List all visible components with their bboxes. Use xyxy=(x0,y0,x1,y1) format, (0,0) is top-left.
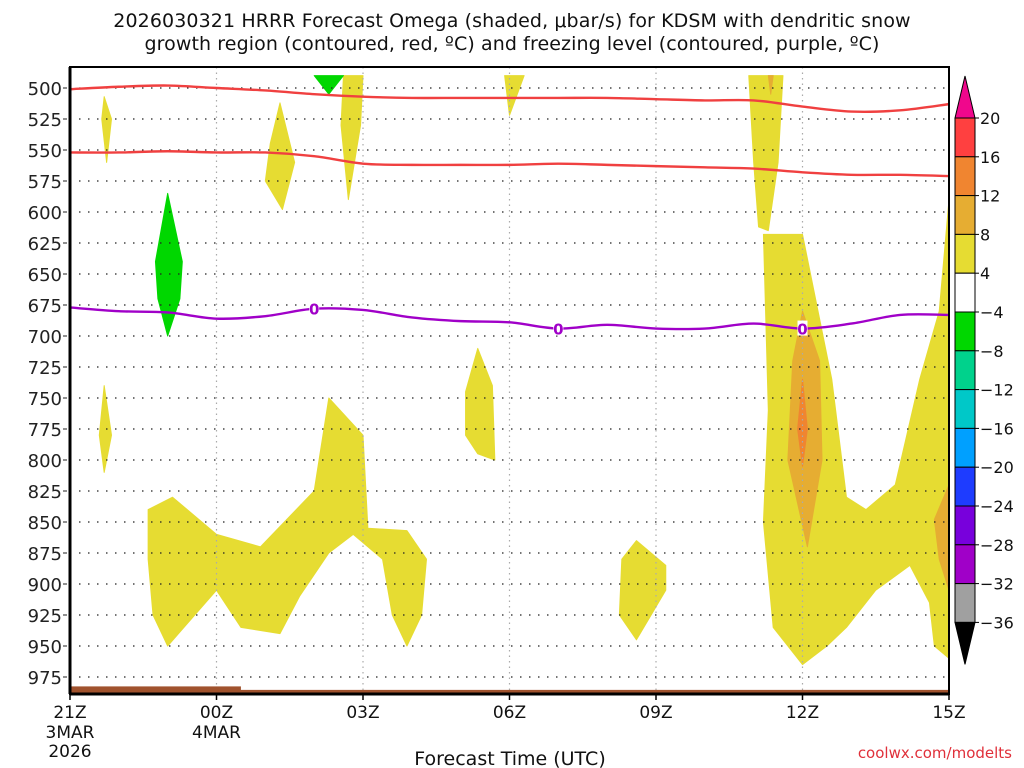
colorbar-level-label: 12 xyxy=(980,187,1000,206)
y-tick-label: 625 xyxy=(28,234,62,255)
y-tick-label: 950 xyxy=(28,637,62,658)
colorbar-swatch xyxy=(954,544,976,585)
colorbar-swatch xyxy=(954,117,976,158)
contour-label-bg xyxy=(553,320,564,336)
colorbar-level-label: −16 xyxy=(980,419,1014,438)
colorbar-swatch xyxy=(954,311,976,352)
terrain-step xyxy=(70,686,241,691)
colorbar-swatch xyxy=(954,466,976,507)
y-tick-label: 700 xyxy=(28,327,62,348)
y-tick-label: 525 xyxy=(28,110,62,131)
omega-region-8-12 xyxy=(933,484,949,591)
colorbar-swatch xyxy=(954,505,976,546)
omega-region-8-12 xyxy=(767,75,774,95)
colorbar-level-label: 16 xyxy=(980,148,1000,167)
omega-region-12-16 xyxy=(797,378,808,467)
colorbar-swatch xyxy=(954,233,976,274)
x-tick-date: 4MAR xyxy=(192,723,241,743)
x-tick-label: 21Z xyxy=(53,703,86,723)
colorbar-swatch xyxy=(954,195,976,235)
chart-title-line-2: growth region (contoured, red, ºC) and f… xyxy=(144,33,880,55)
y-tick-label: 500 xyxy=(28,79,62,100)
omega-region-4-8 xyxy=(504,75,525,116)
y-tick-label: 675 xyxy=(28,296,62,317)
chart-title-line-1: 2026030321 HRRR Forecast Omega (shaded, … xyxy=(113,10,911,32)
colorbar-level-label: −8 xyxy=(980,342,1004,361)
omega-region-4-8 xyxy=(340,75,364,201)
credit-link[interactable]: coolwx.com/modelts xyxy=(858,744,1012,762)
colorbar-swatch xyxy=(954,583,976,623)
y-tick-label: 975 xyxy=(28,668,62,689)
omega-region-4-8 xyxy=(465,347,496,461)
x-tick-label: 12Z xyxy=(786,703,819,723)
omega-region-4-8 xyxy=(748,75,784,232)
omega-region-4-8 xyxy=(264,102,296,211)
contour-label-bg xyxy=(309,300,320,316)
y-tick-label: 850 xyxy=(28,513,62,534)
colorbar-swatch xyxy=(954,272,976,313)
x-tick-label: 15Z xyxy=(932,703,965,723)
y-tick-label: 800 xyxy=(28,451,62,472)
colorbar-level-label: −20 xyxy=(980,458,1014,477)
colorbar-swatch xyxy=(954,389,976,429)
colorbar-level-label: 4 xyxy=(980,264,990,283)
colorbar-swatch xyxy=(954,156,976,197)
colorbar-level-label: 20 xyxy=(980,109,1000,128)
grid-layer xyxy=(70,67,949,694)
x-axis-label: Forecast Time (UTC) xyxy=(414,748,605,768)
colorbar-level-label: −32 xyxy=(980,575,1014,594)
colorbar-level-label: −4 xyxy=(980,303,1004,322)
contour-line xyxy=(70,84,949,114)
omega-region-4-8 xyxy=(101,96,113,163)
colorbar-level-label: −28 xyxy=(980,536,1014,555)
colorbar: 20 16 12 8 4 −4 −8 −12 −16 −20 −24 −28 −32 −36 xyxy=(954,75,1014,665)
contour-line xyxy=(70,150,949,178)
x-tick-label: 06Z xyxy=(493,703,526,723)
contour-label: 0 xyxy=(309,301,319,319)
y-tick-label: 575 xyxy=(28,172,62,193)
x-tick-label: 09Z xyxy=(639,703,672,723)
y-tick-label: 900 xyxy=(28,575,62,596)
y-axis: 500 525 550 575 600 625 650 675 700 725 750 775 800 8… xyxy=(28,79,67,689)
y-tick-label: 550 xyxy=(28,141,62,162)
x-tick-date: 3MAR xyxy=(46,723,95,743)
contour-layer: 0 0 0 xyxy=(70,84,949,339)
colorbar-bottom-arrow xyxy=(954,621,976,665)
terrain-fill xyxy=(70,689,949,694)
omega-region--4--8 xyxy=(154,192,183,337)
contour-label-bg xyxy=(797,320,808,336)
contour-label: 0 xyxy=(797,321,807,339)
y-tick-label: 775 xyxy=(28,420,62,441)
y-tick-label: 875 xyxy=(28,544,62,565)
omega-region-4-8 xyxy=(98,385,113,473)
y-tick-label: 825 xyxy=(28,482,62,503)
colorbar-level-label: 8 xyxy=(980,225,990,244)
colorbar-swatch xyxy=(954,350,976,391)
omega-region--4--8 xyxy=(313,75,344,95)
contour-label: 0 xyxy=(553,321,563,339)
colorbar-top-arrow xyxy=(954,75,976,119)
y-tick-label: 600 xyxy=(28,203,62,224)
terrain-layer xyxy=(70,686,949,694)
x-tick-year: 2026 xyxy=(48,742,91,762)
y-tick-label: 725 xyxy=(28,358,62,379)
omega-shading-layer xyxy=(98,75,949,666)
y-tick-label: 750 xyxy=(28,389,62,410)
omega-region-4-8 xyxy=(618,540,667,641)
y-tick-label: 650 xyxy=(28,265,62,286)
x-tick-label: 03Z xyxy=(346,703,379,723)
colorbar-level-label: −36 xyxy=(980,613,1014,632)
y-tick-label: 925 xyxy=(28,606,62,627)
colorbar-swatch xyxy=(954,427,976,468)
colorbar-level-label: −12 xyxy=(980,381,1014,400)
colorbar-level-label: −24 xyxy=(980,497,1014,516)
x-tick-label: 00Z xyxy=(200,703,233,723)
